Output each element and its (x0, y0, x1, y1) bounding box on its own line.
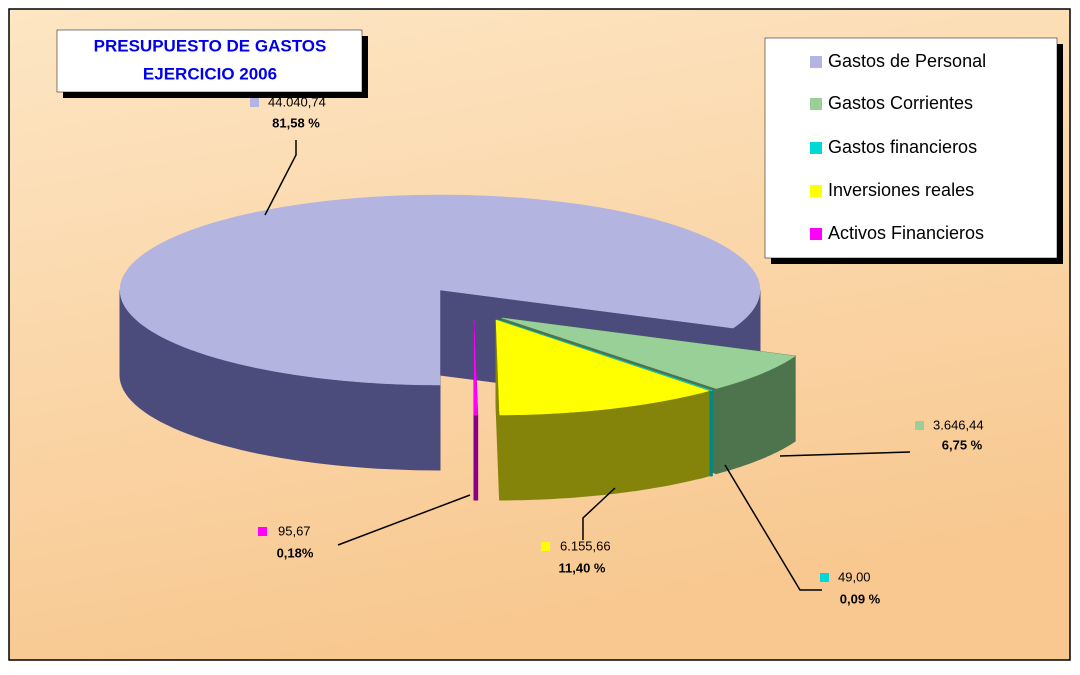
leader-line (582, 487, 616, 540)
legend-swatch (810, 185, 822, 197)
percentage-label: 0,18% (277, 545, 314, 560)
value-label: 44.040,74 (268, 94, 326, 109)
label-swatch (820, 573, 829, 582)
slice-top (473, 319, 478, 416)
legend-label: Inversiones reales (828, 180, 974, 200)
value-label: 3.646,44 (933, 417, 984, 432)
legend-swatch (810, 142, 822, 154)
percentage-label: 6,75 % (942, 437, 983, 452)
legend-swatch (810, 98, 822, 110)
legend-swatch (810, 228, 822, 240)
label-swatch (541, 542, 550, 551)
pie (119, 194, 796, 501)
value-label: 95,67 (278, 523, 311, 538)
leader-line (337, 494, 471, 546)
slice-side (710, 390, 713, 477)
percentage-label: 11,40 % (559, 560, 606, 575)
value-label: 49,00 (838, 569, 871, 584)
leader-line (779, 451, 911, 457)
chart-title: PRESUPUESTO DE GASTOS (94, 36, 327, 55)
percentage-label: 81,58 % (272, 115, 320, 130)
slice-top (119, 194, 761, 386)
slice (495, 319, 710, 501)
legend-label: Gastos Corrientes (828, 93, 973, 113)
slice-top (495, 319, 710, 416)
leader-line (724, 464, 822, 591)
label-swatch (250, 98, 259, 107)
labels: 44.040,74 81,58 % 3.646,44 6,75 % 49,00 0,09 … (250, 94, 984, 606)
slice-side (473, 414, 479, 501)
label-swatch (915, 421, 924, 430)
legend-label: Gastos financieros (828, 137, 977, 157)
title-box (56, 29, 363, 93)
slice-top (497, 319, 714, 392)
leader-line (264, 140, 297, 216)
percentage-label: 0,09 % (840, 591, 881, 606)
legend-label: Activos Financieros (828, 223, 984, 243)
chart-title: EJERCICIO 2006 (143, 64, 277, 83)
legend-swatch (810, 56, 822, 68)
slice-top (501, 317, 796, 389)
legend-label: Gastos de Personal (828, 51, 986, 71)
slice (473, 319, 479, 501)
label-swatch (258, 527, 267, 536)
value-label: 6.155,66 (560, 538, 611, 553)
